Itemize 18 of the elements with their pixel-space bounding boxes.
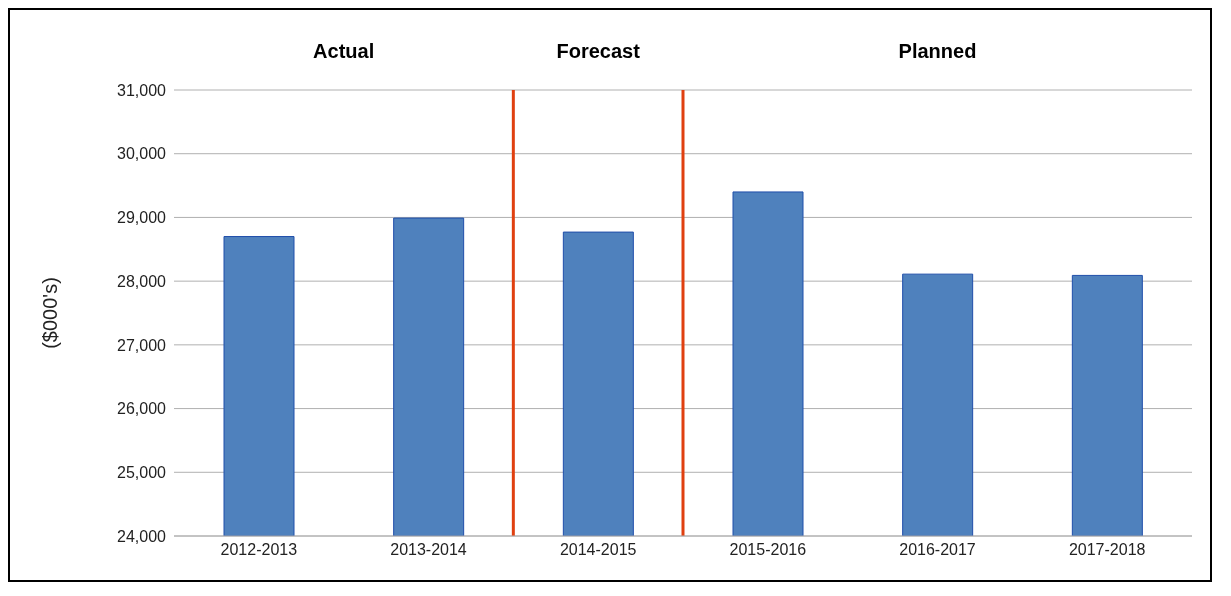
x-tick-label: 2017-2018 — [1068, 541, 1146, 559]
text: Forecast — [555, 40, 641, 63]
y-axis-title: ($000's) — [39, 277, 62, 349]
y-tick-label: 31,000 — [117, 81, 167, 99]
x-tick-label: 2014-2015 — [559, 541, 637, 559]
x-tick-label: 2016-2017 — [899, 541, 976, 559]
text: Planned — [897, 40, 978, 63]
text: Actual — [312, 40, 376, 63]
x-tick-label: 2015-2016 — [729, 541, 807, 559]
y-tick-label: 29,000 — [117, 209, 167, 227]
y-tick-label: 24,000 — [117, 527, 167, 545]
x-tick-label: 2012-2013 — [220, 541, 298, 559]
y-tick-label: 28,000 — [117, 272, 167, 290]
y-tick-label: 26,000 — [117, 400, 167, 418]
y-tick-label: 27,000 — [117, 336, 167, 354]
y-tick-label: 25,000 — [117, 463, 167, 481]
x-tick-label: 2013-2014 — [390, 541, 467, 559]
y-tick-label: 30,000 — [117, 145, 167, 163]
